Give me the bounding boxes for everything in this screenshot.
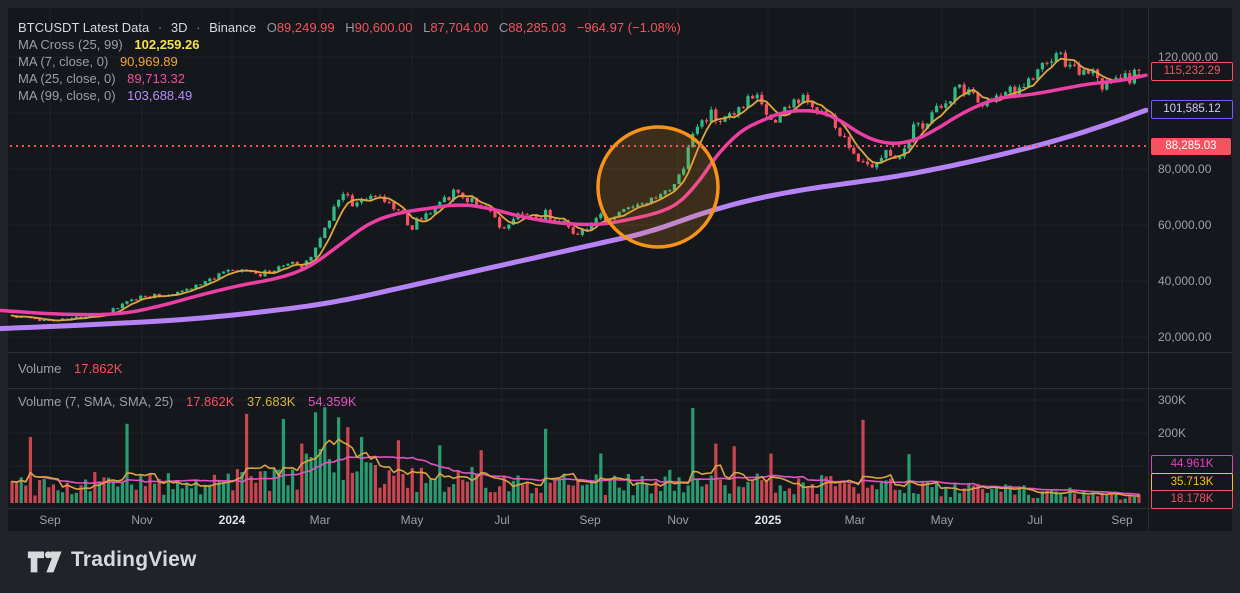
time-tick-label[interactable]: Sep — [1111, 513, 1133, 527]
time-tick-label[interactable]: Nov — [667, 513, 689, 527]
volume-badge: 18.178K — [1151, 489, 1233, 509]
price-tick-label: 20,000.00 — [1158, 330, 1212, 344]
indicator-label: MA (25, close, 0) — [18, 71, 116, 86]
ohlc-open-letter: O — [266, 20, 277, 35]
time-tick-label[interactable]: 2025 — [754, 513, 782, 527]
price-tick-label: 60,000.00 — [1158, 218, 1212, 232]
ohlc-close-letter: C — [498, 20, 509, 35]
time-tick-label[interactable]: Jul — [494, 513, 510, 527]
volume-label: Volume — [18, 361, 62, 376]
interval-label[interactable]: 3D — [170, 20, 188, 35]
indicator-value: 103,688.49 — [127, 88, 193, 103]
time-tick-label[interactable]: May — [400, 513, 424, 527]
time-tick-label[interactable]: Nov — [131, 513, 153, 527]
ohlc-high-letter: H — [345, 20, 355, 35]
volume-tick-label: 200K — [1158, 426, 1187, 440]
time-tick-label[interactable]: Jul — [1027, 513, 1043, 527]
volume-value: 17.862K — [74, 361, 123, 376]
ma7-line — [11, 57, 1140, 322]
separator-dot: · — [196, 20, 201, 35]
volume-pane-legend[interactable]: Volume 17.862K — [18, 361, 122, 376]
volume-sma-value-current: 17.862K — [185, 394, 235, 409]
indicator-row-ma7[interactable]: MA (7, close, 0) 90,969.89 — [18, 53, 681, 70]
ohlc-close-value: 88,285.03 — [508, 20, 567, 35]
indicator-row-ma99[interactable]: MA (99, close, 0) 103,688.49 — [18, 87, 681, 104]
volume-sma7-value: 37.683K — [247, 394, 296, 409]
volume-badge: 35.713K — [1151, 472, 1233, 492]
pane-separator-1[interactable] — [8, 352, 1232, 353]
change-value: −964.97 (−1.08%) — [576, 20, 681, 35]
volume-bars — [10, 407, 1141, 504]
chart-legend: BTCUSDT Latest Data · 3D · Binance O89,2… — [18, 19, 681, 104]
ma99-line — [0, 107, 1149, 332]
time-tick-label[interactable]: Sep — [579, 513, 601, 527]
indicator-value: 90,969.89 — [119, 54, 178, 69]
indicator-row-ma-cross[interactable]: MA Cross (25, 99) 102,259.26 — [18, 36, 681, 53]
indicator-label: MA Cross (25, 99) — [18, 37, 123, 52]
ohlc-high-value: 90,600.00 — [354, 20, 413, 35]
symbol-title-row[interactable]: BTCUSDT Latest Data · 3D · Binance O89,2… — [18, 19, 681, 36]
indicator-label: MA (7, close, 0) — [18, 54, 109, 69]
highlight-circle-annotation[interactable] — [596, 125, 720, 249]
time-tick-label[interactable]: May — [930, 513, 954, 527]
price-badge: 101,585.12 — [1151, 99, 1233, 119]
grid-lines — [10, 8, 1148, 508]
time-tick-label[interactable]: Sep — [39, 513, 61, 527]
time-tick-label[interactable]: Mar — [309, 513, 331, 527]
pane-separator-2[interactable] — [8, 388, 1232, 389]
time-tick-label[interactable]: 2024 — [218, 513, 246, 527]
volume-sma25-line — [11, 455, 1140, 496]
price-tick-label: 40,000.00 — [1158, 274, 1212, 288]
ohlc-open-value: 89,249.99 — [276, 20, 335, 35]
price-tick-label: 80,000.00 — [1158, 162, 1212, 176]
volume-sma-pane-legend[interactable]: Volume (7, SMA, SMA, 25) 17.862K 37.683K… — [18, 394, 357, 409]
volume-sma-label: Volume (7, SMA, SMA, 25) — [18, 394, 174, 409]
indicator-row-ma25[interactable]: MA (25, close, 0) 89,713.32 — [18, 70, 681, 87]
separator-dot: · — [157, 20, 163, 35]
indicator-value: 102,259.26 — [134, 37, 200, 52]
time-tick-label[interactable]: Mar — [844, 513, 866, 527]
tradingview-logo-text: TradingView — [71, 548, 197, 571]
time-axis-border — [8, 508, 1232, 509]
price-tick-label: 120,000.00 — [1158, 50, 1219, 64]
volume-sma7-line — [11, 438, 1140, 497]
volume-sma25-value: 54.359K — [308, 394, 357, 409]
tradingview-logo[interactable]: TradingView — [26, 546, 197, 574]
tradingview-logo-icon — [27, 551, 62, 573]
volume-badge: 44.961K — [1151, 454, 1233, 474]
price-badge: 115,232.29 — [1151, 61, 1233, 81]
price-axis-border — [1148, 8, 1149, 531]
ma25-line — [0, 73, 1148, 317]
exchange-label[interactable]: Binance — [209, 20, 257, 35]
indicator-value: 89,713.32 — [127, 71, 186, 86]
indicator-label: MA (99, close, 0) — [18, 88, 116, 103]
bottom-bar: TradingView — [0, 531, 1240, 593]
volume-tick-label: 300K — [1158, 393, 1187, 407]
ohlc-low-value: 87,704.00 — [430, 20, 489, 35]
price-badge: 88,285.03 — [1151, 137, 1231, 155]
ohlc-low-letter: L — [423, 20, 431, 35]
symbol-title[interactable]: BTCUSDT Latest Data — [18, 20, 150, 35]
